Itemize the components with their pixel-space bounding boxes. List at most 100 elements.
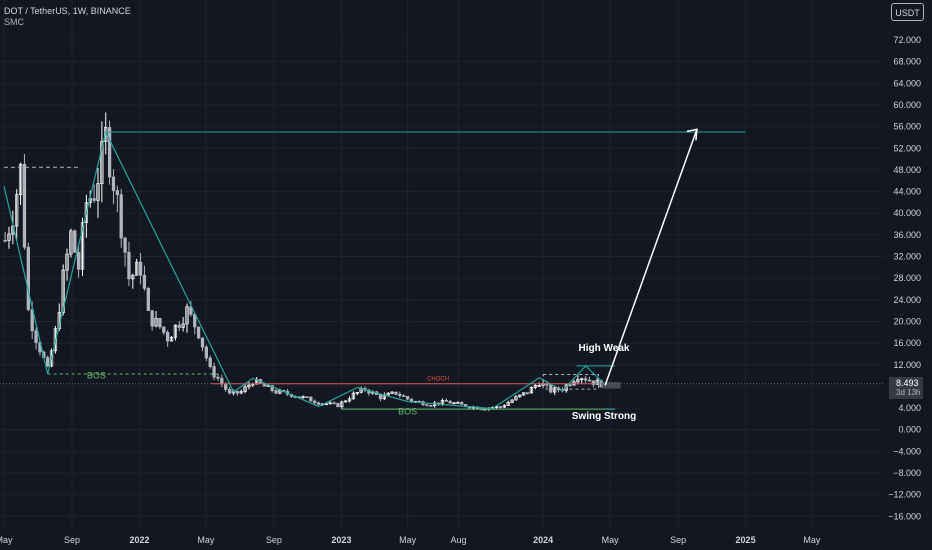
candle-body bbox=[111, 176, 116, 191]
projection-arrow-line bbox=[604, 129, 698, 386]
candle-body bbox=[65, 253, 69, 271]
candle-body bbox=[552, 387, 557, 393]
time-axis[interactable]: May Sep 2022 May Sep 2023 May Aug 2024 May Sep 2025… bbox=[0, 535, 821, 545]
price-tick-label: 16.000 bbox=[893, 338, 921, 348]
candle-body bbox=[328, 402, 332, 405]
candle-body bbox=[405, 396, 410, 400]
candle-body bbox=[270, 385, 274, 391]
time-tick-label: Sep bbox=[670, 535, 686, 545]
candle-body bbox=[158, 317, 162, 328]
candle-body bbox=[169, 336, 174, 342]
candle-body bbox=[378, 394, 383, 400]
candle-body bbox=[336, 402, 340, 408]
candle-body bbox=[80, 222, 85, 270]
price-tick-label: 28.000 bbox=[893, 273, 921, 283]
time-tick-label: Sep bbox=[64, 535, 80, 545]
candle-body bbox=[131, 274, 135, 280]
candle-body bbox=[107, 127, 112, 178]
candle-body bbox=[301, 396, 305, 399]
candle-body bbox=[119, 194, 123, 239]
price-tick-label: −8.000 bbox=[893, 468, 921, 478]
candle-body bbox=[123, 237, 127, 253]
time-tick-label: 2023 bbox=[331, 535, 351, 545]
candle-body bbox=[224, 383, 228, 390]
candle-body bbox=[498, 406, 503, 408]
candle-body bbox=[537, 385, 541, 387]
candle-body bbox=[15, 194, 19, 227]
candle-body bbox=[576, 379, 580, 383]
indicator-label[interactable]: SMC bbox=[4, 17, 24, 27]
candle-body bbox=[73, 230, 77, 253]
candle-body bbox=[243, 386, 247, 392]
annotation-label: BOS bbox=[398, 407, 417, 417]
candle-body bbox=[332, 402, 336, 405]
candle-body bbox=[460, 402, 464, 405]
projection-arrow-head bbox=[686, 128, 698, 141]
time-tick-label: Sep bbox=[266, 535, 282, 545]
candle-body bbox=[18, 163, 23, 195]
candle-body bbox=[26, 246, 30, 310]
candle-body bbox=[189, 306, 193, 315]
candlestick-series bbox=[3, 112, 603, 411]
candle-body bbox=[200, 337, 205, 348]
candle-body bbox=[46, 357, 50, 367]
price-tick-label: −12.000 bbox=[888, 490, 921, 500]
price-tick-label: 48.000 bbox=[893, 165, 921, 175]
candle-body bbox=[452, 402, 456, 405]
candle-body bbox=[425, 404, 429, 407]
range-box bbox=[542, 373, 599, 390]
price-tick-label: 40.000 bbox=[893, 208, 921, 218]
price-tick-label: 12.000 bbox=[893, 360, 921, 370]
candle-body bbox=[525, 392, 530, 394]
price-tick-label: 56.000 bbox=[893, 122, 921, 132]
annotation-label: BOS bbox=[87, 370, 106, 380]
candle-body bbox=[580, 378, 584, 381]
candle-body bbox=[142, 274, 147, 289]
candle-body bbox=[220, 377, 224, 385]
candle-body bbox=[587, 379, 592, 382]
candle-body bbox=[146, 288, 150, 311]
candle-body bbox=[340, 401, 344, 408]
candle-body bbox=[127, 252, 131, 280]
candle-body bbox=[49, 350, 54, 367]
price-tick-label: 0.000 bbox=[898, 425, 921, 435]
time-tick-label: Aug bbox=[451, 535, 467, 545]
price-tick-label: 68.000 bbox=[893, 57, 921, 67]
candle-body bbox=[76, 251, 81, 270]
price-tick-label: 36.000 bbox=[893, 230, 921, 240]
candle-body bbox=[22, 163, 27, 248]
time-tick-label: May bbox=[602, 535, 620, 545]
symbol-title[interactable]: DOT / TetherUS, 1W, BINANCE bbox=[4, 6, 131, 16]
last-price-tag: 8.493 3d 13h bbox=[889, 377, 923, 399]
time-tick-label: May bbox=[197, 535, 215, 545]
candle-body bbox=[165, 332, 170, 342]
bar-countdown: 3d 13h bbox=[896, 388, 921, 397]
grid-lines bbox=[0, 0, 884, 528]
price-axis[interactable]: 72.000 68.000 64.000 60.000 56.000 52.000 48.0… bbox=[888, 35, 921, 521]
currency-button[interactable]: USDT bbox=[891, 3, 924, 21]
candle-body bbox=[150, 310, 154, 327]
candle-body bbox=[69, 230, 73, 255]
annotation-label: CHOCH bbox=[427, 376, 449, 382]
candle-body bbox=[135, 261, 139, 276]
candle-body bbox=[344, 400, 348, 403]
candle-body bbox=[7, 233, 11, 241]
time-tick-label: May bbox=[399, 535, 417, 545]
candle-body bbox=[506, 402, 510, 406]
price-tick-label: 72.000 bbox=[893, 35, 921, 45]
candle-body bbox=[351, 392, 356, 400]
last-price: 8.493 bbox=[896, 378, 919, 388]
price-tick-label: 4.000 bbox=[898, 403, 921, 413]
candle-body bbox=[216, 376, 220, 379]
candle-body bbox=[247, 384, 251, 388]
time-tick-label: 2024 bbox=[533, 535, 553, 545]
annotation-label: High Weak bbox=[579, 343, 630, 354]
price-tick-label: 32.000 bbox=[893, 252, 921, 262]
candle-body bbox=[181, 323, 185, 328]
candle-body bbox=[177, 324, 181, 328]
candle-body bbox=[138, 261, 143, 276]
candle-body bbox=[313, 400, 317, 404]
candle-body bbox=[3, 239, 7, 242]
candle-body bbox=[386, 392, 390, 396]
